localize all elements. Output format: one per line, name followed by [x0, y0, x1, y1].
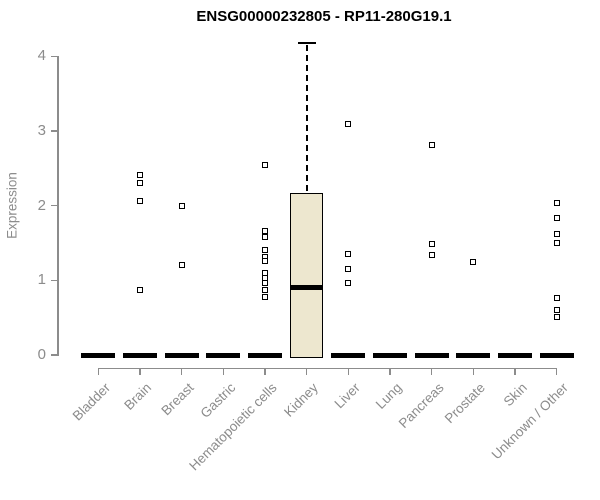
- collapsed-boxplot-dash: [164, 352, 199, 358]
- y-axis-tick: [50, 55, 58, 57]
- data-point-marker: [178, 261, 185, 268]
- x-category-label: Lung: [372, 380, 405, 412]
- x-category-label: Pancreas: [395, 380, 447, 431]
- data-point-marker: [261, 279, 268, 286]
- y-axis-tick: [50, 205, 58, 207]
- data-point-marker: [428, 240, 435, 247]
- collapsed-boxplot-dash: [331, 352, 366, 358]
- x-category-label: Skin: [500, 380, 530, 410]
- data-point-marker: [553, 200, 560, 207]
- x-axis-tick: [306, 368, 308, 376]
- data-point-marker: [345, 280, 352, 287]
- data-point-marker: [261, 246, 268, 253]
- x-axis-tick: [347, 368, 349, 376]
- collapsed-boxplot-dash: [372, 352, 407, 358]
- x-axis-tick: [556, 368, 558, 376]
- collapsed-boxplot-dash: [247, 352, 282, 358]
- x-axis-tick: [139, 368, 141, 376]
- x-axis-tick: [222, 368, 224, 376]
- data-point-marker: [261, 293, 268, 300]
- x-category-label: Liver: [331, 380, 363, 412]
- x-category-label: Prostate: [441, 380, 488, 427]
- data-point-marker: [553, 295, 560, 302]
- data-point-marker: [428, 251, 435, 258]
- collapsed-boxplot-dash: [122, 352, 157, 358]
- data-point-marker: [345, 251, 352, 258]
- boxplot-box: [290, 193, 324, 358]
- x-category-label: Brain: [121, 380, 155, 413]
- data-point-marker: [136, 180, 143, 187]
- data-point-marker: [470, 259, 477, 266]
- collapsed-boxplot-dash: [539, 352, 574, 358]
- data-point-marker: [428, 142, 435, 149]
- collapsed-boxplot-dash: [206, 352, 241, 358]
- y-axis-tick: [50, 354, 58, 356]
- x-axis-tick: [431, 368, 433, 376]
- y-tick-label: 4: [37, 47, 46, 65]
- y-axis-tick: [50, 279, 58, 281]
- data-point-marker: [261, 228, 268, 235]
- data-point-marker: [136, 287, 143, 294]
- boxplot-median: [290, 285, 324, 291]
- data-point-marker: [136, 198, 143, 205]
- x-category-label: Kidney: [281, 380, 322, 420]
- whisker-cap: [297, 41, 316, 45]
- data-point-marker: [553, 307, 560, 314]
- x-axis-tick: [472, 368, 474, 376]
- collapsed-boxplot-dash: [456, 352, 491, 358]
- whisker-line: [305, 44, 308, 191]
- y-tick-label: 2: [37, 196, 46, 214]
- data-point-marker: [261, 161, 268, 168]
- x-axis-tick: [514, 368, 516, 376]
- x-axis-tick: [389, 368, 391, 376]
- data-point-marker: [345, 120, 352, 127]
- x-category-label: Breast: [158, 380, 197, 419]
- y-axis-tick: [50, 130, 58, 132]
- data-point-marker: [553, 215, 560, 222]
- x-axis-line: [97, 368, 558, 370]
- y-axis-line: [57, 55, 59, 356]
- y-tick-label: 3: [37, 122, 46, 140]
- collapsed-boxplot-dash: [414, 352, 449, 358]
- x-category-label: Unknown / Other: [489, 380, 572, 463]
- y-tick-label: 1: [37, 271, 46, 289]
- x-axis-tick: [264, 368, 266, 376]
- data-point-marker: [136, 172, 143, 179]
- data-point-marker: [345, 266, 352, 273]
- x-axis-tick: [97, 368, 99, 376]
- data-point-marker: [553, 313, 560, 320]
- x-category-label: Gastric: [197, 380, 238, 421]
- data-point-marker: [261, 257, 268, 264]
- data-point-marker: [553, 231, 560, 238]
- data-point-marker: [178, 202, 185, 209]
- collapsed-boxplot-dash: [498, 352, 532, 358]
- data-point-marker: [261, 287, 268, 294]
- data-point-marker: [261, 234, 268, 241]
- data-point-marker: [553, 240, 560, 247]
- x-category-label: Bladder: [69, 380, 113, 424]
- y-tick-label: 0: [37, 346, 46, 363]
- x-axis-tick: [181, 368, 183, 376]
- collapsed-boxplot-dash: [81, 352, 116, 358]
- chart-title: ENSG00000232805 - RP11-280G19.1: [196, 8, 452, 25]
